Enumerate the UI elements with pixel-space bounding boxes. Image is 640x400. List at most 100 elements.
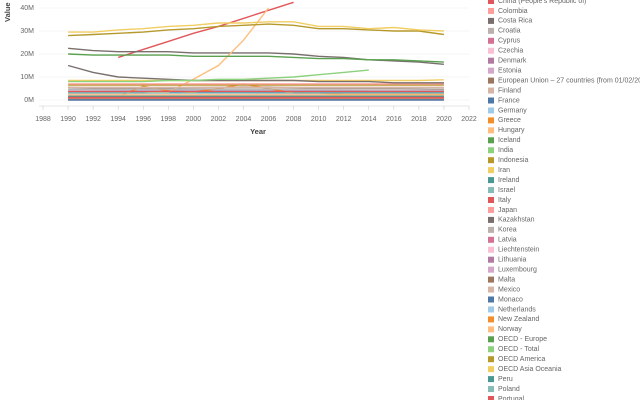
legend-label: Cyprus (498, 38, 521, 45)
legend-label: Liechtenstein (498, 247, 539, 254)
y-tick-label: 10M (20, 74, 34, 81)
x-tick-label: 1990 (60, 116, 76, 123)
legend-swatch (488, 167, 494, 174)
legend-label: Japan (498, 207, 517, 214)
legend-label: Hungary (498, 127, 525, 134)
x-tick-label: 2016 (386, 116, 402, 123)
x-tick-label: 2004 (236, 116, 252, 123)
legend-label: Kazakhstan (498, 217, 535, 224)
legend-label: India (498, 147, 513, 154)
legend-swatch (488, 326, 494, 333)
legend-label: OECD Asia Oceania (498, 366, 562, 373)
legend-label: Indonesia (498, 157, 528, 164)
x-tick-label: 1996 (135, 116, 151, 123)
legend-swatch (488, 37, 494, 44)
x-tick-label: 2010 (311, 116, 327, 123)
legend-swatch (488, 157, 494, 164)
legend-label: Peru (498, 376, 513, 383)
legend-label: Estonia (498, 67, 521, 74)
legend-label: Malta (498, 276, 515, 283)
legend-swatch (488, 386, 494, 393)
legend-label: OECD America (498, 356, 546, 363)
legend-swatch (488, 57, 494, 64)
x-tick-label: 2002 (211, 116, 227, 123)
legend-swatch (488, 107, 494, 114)
legend-label: Iceland (498, 137, 521, 144)
legend-swatch (488, 117, 494, 124)
legend-label: New Zealand (498, 316, 539, 323)
x-tick-label: 2022 (461, 116, 477, 123)
series-line (67, 64, 444, 84)
y-tick-label: 20M (20, 51, 34, 58)
legend-label: Mexico (498, 286, 520, 293)
legend-label: Croatia (498, 28, 521, 35)
legend-swatch (488, 276, 494, 283)
legend-label: Lithuania (498, 257, 527, 264)
legend-label: Monaco (498, 296, 523, 303)
legend-swatch (488, 216, 494, 223)
legend-label: Netherlands (498, 306, 536, 313)
legend-label: European Union – 27 countries (from 01/0… (498, 77, 640, 84)
x-tick-label: 1988 (35, 116, 51, 123)
y-tick-label: 40M (20, 5, 34, 12)
legend-swatch (488, 0, 494, 4)
x-tick-label: 2006 (261, 116, 277, 123)
legend-swatch (488, 366, 494, 373)
legend-swatch (488, 67, 494, 74)
legend-swatch (488, 296, 494, 303)
legend-swatch (488, 7, 494, 14)
legend-swatch (488, 17, 494, 24)
x-tick-label: 2020 (436, 116, 452, 123)
series-line (68, 21, 444, 33)
x-tick-label: 2014 (361, 116, 377, 123)
x-tick-label: 2018 (411, 116, 427, 123)
legend-label: Norway (498, 326, 522, 333)
legend-swatch (488, 206, 494, 213)
x-tick-label: 2008 (286, 116, 302, 123)
legend-swatch (488, 306, 494, 313)
y-tick-label: 30M (20, 28, 34, 35)
legend-swatch (488, 396, 494, 400)
y-axis-title: Value (3, 2, 12, 22)
series-line (68, 53, 444, 63)
legend-label: Costa Rica (498, 18, 532, 25)
legend-swatch (488, 336, 494, 343)
x-axis-title: Year (250, 127, 266, 136)
legend-swatch (488, 197, 494, 203)
legend-label: Italy (498, 197, 511, 204)
legend-swatch (488, 87, 494, 94)
legend-label: Poland (498, 386, 520, 393)
legend-swatch (488, 236, 494, 243)
legend-swatch (488, 376, 494, 383)
legend-swatch (488, 47, 494, 54)
series-line (117, 1, 294, 59)
legend-label: Israel (498, 187, 516, 194)
legend-label: Korea (498, 227, 517, 234)
x-tick-label: 1998 (161, 116, 177, 123)
legend-label: China (People's Republic of) (498, 0, 587, 5)
x-tick-label: 1994 (110, 116, 126, 123)
legend-label: Latvia (498, 237, 517, 244)
legend-swatch (488, 127, 494, 134)
legend-label: Czechia (498, 48, 523, 55)
legend-label: France (498, 97, 520, 104)
legend-swatch (488, 187, 494, 194)
legend-label: Luxembourg (498, 266, 537, 273)
legend-swatch (488, 356, 494, 363)
series-line (68, 69, 369, 83)
y-tick-label: 0M (24, 97, 34, 104)
legend-swatch (488, 77, 494, 84)
x-tick-label: 2000 (186, 116, 202, 123)
legend-label: OECD - Total (498, 346, 540, 353)
legend-swatch (488, 346, 494, 353)
legend-label: OECD - Europe (498, 336, 547, 343)
legend-swatch (488, 256, 494, 263)
legend-swatch (488, 137, 494, 144)
legend-label: Germany (498, 107, 527, 114)
series-line (68, 23, 444, 37)
legend-swatch (488, 147, 494, 154)
legend-swatch (488, 226, 494, 233)
legend-label: Colombia (498, 8, 528, 15)
legend-swatch (488, 177, 494, 184)
